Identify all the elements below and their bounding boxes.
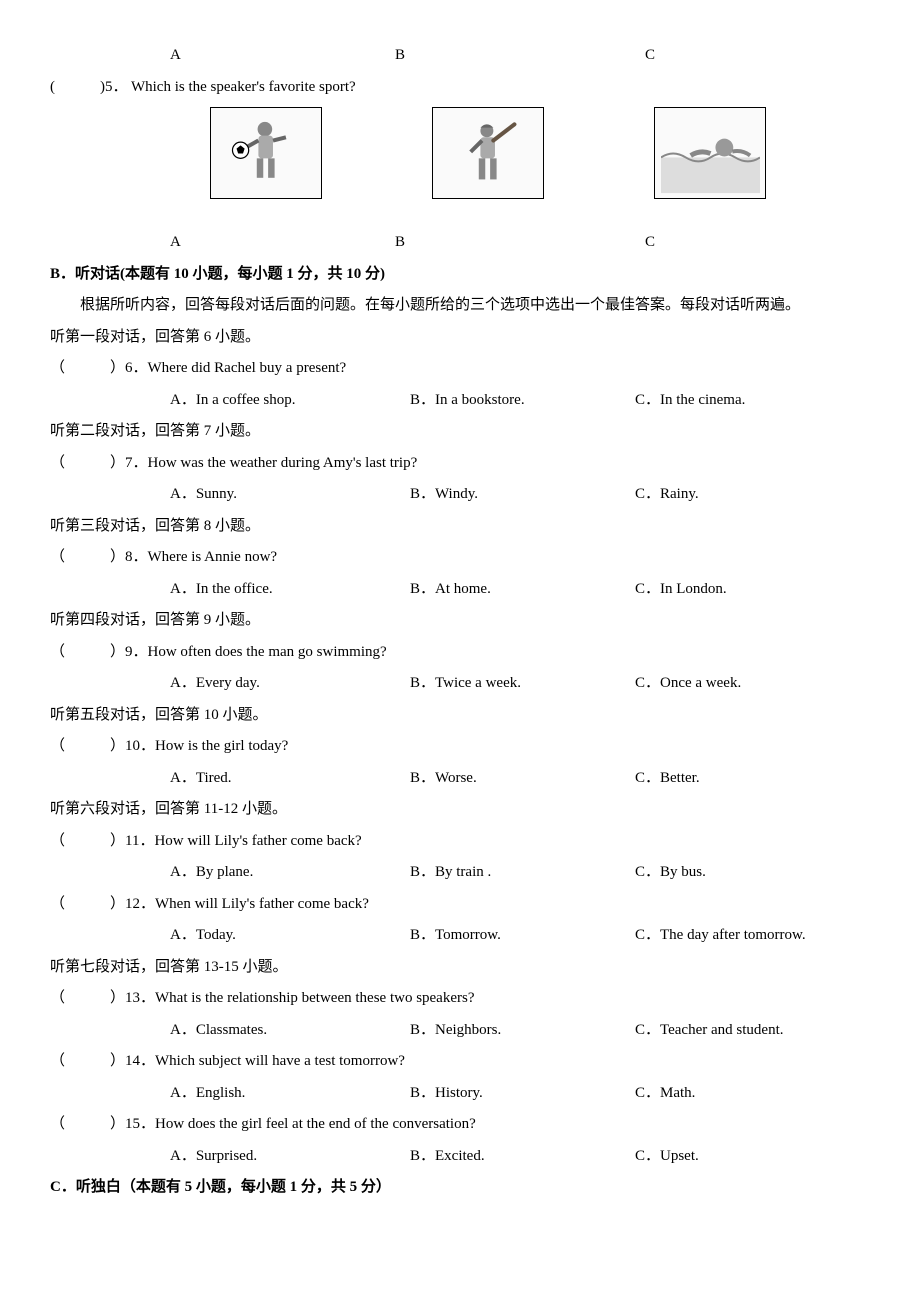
section-b-title: B．听对话(本题有 10 小题，每小题 1 分，共 10 分) <box>50 259 870 291</box>
label-a: A <box>170 40 395 72</box>
dialogue-7-intro: 听第七段对话，回答第 13-15 小题。 <box>50 952 870 984</box>
q6-opt-b: B．In a bookstore. <box>410 385 635 417</box>
q11-opt-c: C．By bus. <box>635 857 870 889</box>
question-7: （ ）7．How was the weather during Amy's la… <box>50 448 870 480</box>
swimmer-icon <box>661 113 760 194</box>
q10-prefix: （ ）10． <box>50 738 155 754</box>
q10-opt-b: B．Worse. <box>410 763 635 795</box>
q8-text: Where is Annie now? <box>148 549 278 565</box>
q10-opt-c: C．Better. <box>635 763 870 795</box>
abc-label-row-q5: A B C <box>170 227 870 259</box>
q11-text: How will Lily's father come back? <box>154 833 361 849</box>
q7-text: How was the weather during Amy's last tr… <box>148 455 418 471</box>
q5-image-c-swimming <box>654 107 766 199</box>
q6-options: A．In a coffee shop. B．In a bookstore. C．… <box>170 385 870 417</box>
q12-opt-c: C．The day after tomorrow. <box>635 920 870 952</box>
q7-opt-a: A．Sunny. <box>170 479 410 511</box>
question-5: ( )5． Which is the speaker's favorite sp… <box>50 72 870 104</box>
dialogue-2-intro: 听第二段对话，回答第 7 小题。 <box>50 416 870 448</box>
q9-prefix: （ ）9． <box>50 644 148 660</box>
question-15: （ ）15．How does the girl feel at the end … <box>50 1109 870 1141</box>
q8-opt-a: A．In the office. <box>170 574 410 606</box>
q9-text: How often does the man go swimming? <box>148 644 387 660</box>
q15-text: How does the girl feel at the end of the… <box>155 1116 476 1132</box>
q8-opt-c: C．In London. <box>635 574 870 606</box>
q5-image-b-baseball <box>432 107 544 199</box>
baseball-player-icon <box>439 113 538 194</box>
question-10: （ ）10．How is the girl today? <box>50 731 870 763</box>
q15-options: A．Surprised. B．Excited. C．Upset. <box>170 1141 870 1173</box>
q7-opt-c: C．Rainy. <box>635 479 870 511</box>
question-9: （ ）9．How often does the man go swimming? <box>50 637 870 669</box>
q14-opt-c: C．Math. <box>635 1078 870 1110</box>
label-c: C <box>645 40 765 72</box>
q13-text: What is the relationship between these t… <box>155 990 474 1006</box>
q6-opt-a: A．In a coffee shop. <box>170 385 410 417</box>
q11-prefix: （ ）11． <box>50 833 154 849</box>
q12-prefix: （ ）12． <box>50 896 155 912</box>
q10-text: How is the girl today? <box>155 738 288 754</box>
question-6: （ ）6．Where did Rachel buy a present? <box>50 353 870 385</box>
q15-opt-a: A．Surprised. <box>170 1141 410 1173</box>
q13-opt-b: B．Neighbors. <box>410 1015 635 1047</box>
dialogue-6-intro: 听第六段对话，回答第 11-12 小题。 <box>50 794 870 826</box>
q6-prefix: （ ）6． <box>50 360 148 376</box>
section-c-title: C．听独白（本题有 5 小题，每小题 1 分，共 5 分） <box>50 1172 870 1204</box>
dialogue-1-intro: 听第一段对话，回答第 6 小题。 <box>50 322 870 354</box>
q12-opt-b: B．Tomorrow. <box>410 920 635 952</box>
question-13: （ ）13．What is the relationship between t… <box>50 983 870 1015</box>
q5-image-row <box>210 107 870 199</box>
q12-text: When will Lily's father come back? <box>155 896 369 912</box>
q15-prefix: （ ）15． <box>50 1116 155 1132</box>
q8-options: A．In the office. B．At home. C．In London. <box>170 574 870 606</box>
q11-options: A．By plane. B．By train . C．By bus. <box>170 857 870 889</box>
q12-opt-a: A．Today. <box>170 920 410 952</box>
q12-options: A．Today. B．Tomorrow. C．The day after tom… <box>170 920 870 952</box>
question-8: （ ）8．Where is Annie now? <box>50 542 870 574</box>
spacer <box>50 203 870 227</box>
question-12: （ ）12．When will Lily's father come back? <box>50 889 870 921</box>
abc-label-row-top: A B C <box>170 40 870 72</box>
q13-prefix: （ ）13． <box>50 990 155 1006</box>
label-c: C <box>645 227 765 259</box>
dialogue-4-intro: 听第四段对话，回答第 9 小题。 <box>50 605 870 637</box>
q7-prefix: （ ）7． <box>50 455 148 471</box>
q6-text: Where did Rachel buy a present? <box>148 360 347 376</box>
question-11: （ ）11．How will Lily's father come back? <box>50 826 870 858</box>
q14-opt-a: A．English. <box>170 1078 410 1110</box>
q7-opt-b: B．Windy. <box>410 479 635 511</box>
q13-opt-a: A．Classmates. <box>170 1015 410 1047</box>
q14-opt-b: B．History. <box>410 1078 635 1110</box>
q14-prefix: （ ）14． <box>50 1053 155 1069</box>
section-b-instructions: 根据所听内容，回答每段对话后面的问题。在每小题所给的三个选项中选出一个最佳答案。… <box>50 290 870 322</box>
q13-opt-c: C．Teacher and student. <box>635 1015 870 1047</box>
soccer-player-icon <box>217 113 316 194</box>
q9-options: A．Every day. B．Twice a week. C．Once a we… <box>170 668 870 700</box>
q6-opt-c: C．In the cinema. <box>635 385 870 417</box>
q8-prefix: （ ）8． <box>50 549 148 565</box>
q14-options: A．English. B．History. C．Math. <box>170 1078 870 1110</box>
q10-opt-a: A．Tired. <box>170 763 410 795</box>
q14-text: Which subject will have a test tomorrow? <box>155 1053 405 1069</box>
label-b: B <box>395 227 645 259</box>
q9-opt-b: B．Twice a week. <box>410 668 635 700</box>
dialogue-5-intro: 听第五段对话，回答第 10 小题。 <box>50 700 870 732</box>
q15-opt-b: B．Excited. <box>410 1141 635 1173</box>
q5-prefix: ( )5． <box>50 72 128 104</box>
q9-opt-c: C．Once a week. <box>635 668 870 700</box>
q10-options: A．Tired. B．Worse. C．Better. <box>170 763 870 795</box>
q13-options: A．Classmates. B．Neighbors. C．Teacher and… <box>170 1015 870 1047</box>
q5-text: Which is the speaker's favorite sport? <box>131 79 356 95</box>
q11-opt-a: A．By plane. <box>170 857 410 889</box>
q8-opt-b: B．At home. <box>410 574 635 606</box>
q5-image-a-soccer <box>210 107 322 199</box>
question-14: （ ）14．Which subject will have a test tom… <box>50 1046 870 1078</box>
q11-opt-b: B．By train . <box>410 857 635 889</box>
dialogue-3-intro: 听第三段对话，回答第 8 小题。 <box>50 511 870 543</box>
label-a: A <box>170 227 395 259</box>
label-b: B <box>395 40 645 72</box>
q9-opt-a: A．Every day. <box>170 668 410 700</box>
q7-options: A．Sunny. B．Windy. C．Rainy. <box>170 479 870 511</box>
q15-opt-c: C．Upset. <box>635 1141 870 1173</box>
